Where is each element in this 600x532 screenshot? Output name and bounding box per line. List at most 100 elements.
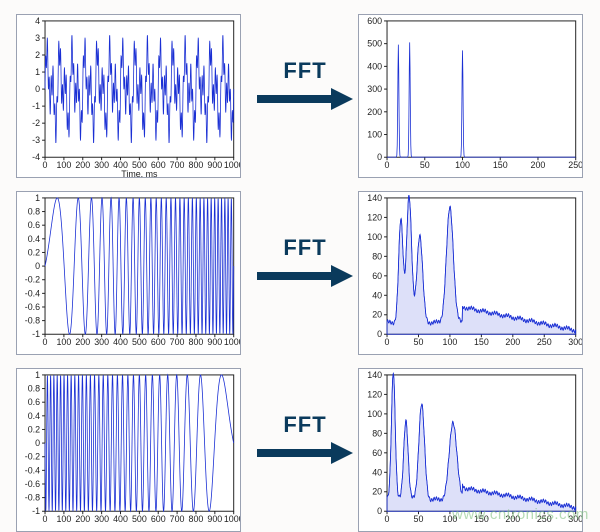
fft-arrow-2: FFT <box>255 235 355 291</box>
fft-label: FFT <box>255 412 355 438</box>
svg-text:-0.6: -0.6 <box>25 302 40 312</box>
svg-text:300: 300 <box>94 514 109 524</box>
row2-freq-panel: 050100150200250300020406080100120140 <box>358 191 583 355</box>
svg-text:2: 2 <box>35 50 40 60</box>
svg-text:250: 250 <box>537 337 552 347</box>
svg-text:600: 600 <box>367 16 382 26</box>
svg-text:-1: -1 <box>32 506 40 516</box>
svg-text:-0.8: -0.8 <box>25 316 40 326</box>
svg-text:100: 100 <box>443 337 458 347</box>
svg-text:600: 600 <box>151 514 166 524</box>
svg-text:0: 0 <box>385 514 390 524</box>
svg-text:-1: -1 <box>32 329 40 339</box>
svg-text:-0.2: -0.2 <box>25 452 40 462</box>
fft-arrow-1: FFT <box>255 58 355 114</box>
row1-freq-panel: 0501001502002500100200300400500600 <box>358 14 583 178</box>
svg-text:100: 100 <box>367 232 382 242</box>
fft-label: FFT <box>255 235 355 261</box>
svg-text:1: 1 <box>35 370 40 380</box>
svg-text:100: 100 <box>56 514 71 524</box>
svg-text:50: 50 <box>420 160 430 170</box>
row3-time-panel: 01002003004005006007008009001000-1-0.8-0… <box>16 368 241 532</box>
svg-text:0: 0 <box>377 329 382 339</box>
svg-text:200: 200 <box>505 337 520 347</box>
svg-text:0: 0 <box>43 160 48 170</box>
svg-text:400: 400 <box>113 337 128 347</box>
svg-text:40: 40 <box>372 467 382 477</box>
svg-text:0: 0 <box>35 261 40 271</box>
svg-text:0.2: 0.2 <box>28 247 40 257</box>
svg-text:80: 80 <box>372 428 382 438</box>
svg-text:140: 140 <box>367 193 382 203</box>
svg-text:500: 500 <box>132 337 147 347</box>
svg-text:600: 600 <box>151 337 166 347</box>
svg-text:300: 300 <box>568 337 582 347</box>
svg-text:0: 0 <box>43 337 48 347</box>
svg-text:-4: -4 <box>32 152 40 162</box>
svg-text:400: 400 <box>367 61 382 71</box>
svg-text:700: 700 <box>170 160 185 170</box>
svg-text:300: 300 <box>367 84 382 94</box>
svg-text:0.6: 0.6 <box>28 220 40 230</box>
svg-text:-0.6: -0.6 <box>25 479 40 489</box>
svg-text:0.4: 0.4 <box>28 411 40 421</box>
svg-text:700: 700 <box>170 337 185 347</box>
svg-text:100: 100 <box>56 160 71 170</box>
svg-text:100: 100 <box>56 337 71 347</box>
svg-text:0: 0 <box>35 438 40 448</box>
svg-text:1000: 1000 <box>224 514 240 524</box>
arrow-icon <box>255 261 355 291</box>
svg-text:-0.4: -0.4 <box>25 288 40 298</box>
row2-time-panel: 01002003004005006007008009001000-1-0.8-0… <box>16 191 241 355</box>
svg-text:700: 700 <box>170 514 185 524</box>
svg-text:0: 0 <box>385 160 390 170</box>
svg-text:1: 1 <box>35 67 40 77</box>
svg-text:150: 150 <box>474 514 489 524</box>
svg-text:900: 900 <box>207 337 222 347</box>
svg-text:150: 150 <box>474 337 489 347</box>
svg-text:0: 0 <box>377 152 382 162</box>
svg-text:50: 50 <box>414 514 424 524</box>
svg-text:50: 50 <box>414 337 424 347</box>
svg-text:250: 250 <box>537 514 552 524</box>
svg-text:20: 20 <box>372 310 382 320</box>
fft-arrow-3: FFT <box>255 412 355 468</box>
row3-freq-panel: 050100150200250300020406080100120140 <box>358 368 583 532</box>
svg-text:-0.2: -0.2 <box>25 275 40 285</box>
svg-text:0.4: 0.4 <box>28 234 40 244</box>
svg-text:400: 400 <box>113 514 128 524</box>
svg-text:60: 60 <box>372 271 382 281</box>
svg-text:4: 4 <box>35 16 40 26</box>
svg-text:0: 0 <box>35 84 40 94</box>
svg-text:-1: -1 <box>32 101 40 111</box>
row1-time-panel: 01002003004005006007008009001000-4-3-2-1… <box>16 14 241 178</box>
svg-text:200: 200 <box>531 160 546 170</box>
svg-text:-3: -3 <box>32 135 40 145</box>
svg-text:200: 200 <box>75 514 90 524</box>
svg-text:300: 300 <box>94 337 109 347</box>
svg-text:0.6: 0.6 <box>28 397 40 407</box>
svg-text:0.8: 0.8 <box>28 384 40 394</box>
svg-text:800: 800 <box>189 514 204 524</box>
svg-text:Time, ms: Time, ms <box>121 169 158 177</box>
arrow-icon <box>255 84 355 114</box>
svg-text:200: 200 <box>75 160 90 170</box>
svg-text:300: 300 <box>94 160 109 170</box>
svg-text:120: 120 <box>367 212 382 222</box>
svg-text:40: 40 <box>372 290 382 300</box>
svg-text:1: 1 <box>35 193 40 203</box>
svg-text:0: 0 <box>377 506 382 516</box>
svg-text:1000: 1000 <box>224 160 240 170</box>
svg-text:900: 900 <box>207 514 222 524</box>
svg-text:140: 140 <box>367 370 382 380</box>
svg-text:100: 100 <box>455 160 470 170</box>
svg-text:300: 300 <box>568 514 582 524</box>
chart-grid: 01002003004005006007008009001000-4-3-2-1… <box>0 0 600 532</box>
svg-text:200: 200 <box>367 107 382 117</box>
arrow-icon <box>255 438 355 468</box>
svg-text:1000: 1000 <box>224 337 240 347</box>
svg-text:200: 200 <box>75 337 90 347</box>
svg-text:500: 500 <box>132 514 147 524</box>
svg-text:-2: -2 <box>32 118 40 128</box>
svg-text:0.8: 0.8 <box>28 207 40 217</box>
